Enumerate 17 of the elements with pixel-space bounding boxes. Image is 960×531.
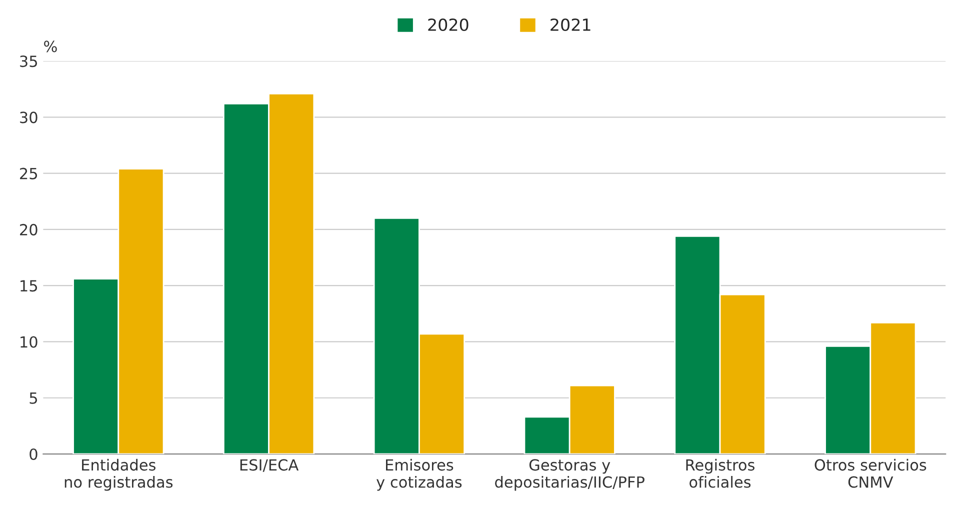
x-tick-label: Gestoras y depositarias/IIC/PFP xyxy=(495,459,644,491)
legend-label: 2021 xyxy=(550,18,590,32)
y-tick-label: 25 xyxy=(20,168,38,180)
y-tick-label: 0 xyxy=(30,448,38,460)
y-tick-label: 10 xyxy=(20,336,38,348)
y-tick-label: 5 xyxy=(30,392,38,404)
y-tick-label: 20 xyxy=(20,224,38,236)
y-tick-label: 35 xyxy=(20,56,38,68)
legend-label: 2020 xyxy=(428,18,468,32)
x-tick-label: Registros oficiales xyxy=(686,458,754,488)
x-tick-label: Otros servicios CNMV xyxy=(814,458,926,488)
x-tick-label: Emisores y cotizadas xyxy=(376,458,462,491)
y-tick-label: 15 xyxy=(20,280,38,292)
x-tick-label: ESI/ECA xyxy=(240,459,299,472)
x-tick-label: Entidades no registradas xyxy=(64,458,173,491)
y-axis-title: % xyxy=(44,40,57,52)
y-tick-label: 30 xyxy=(20,112,38,124)
